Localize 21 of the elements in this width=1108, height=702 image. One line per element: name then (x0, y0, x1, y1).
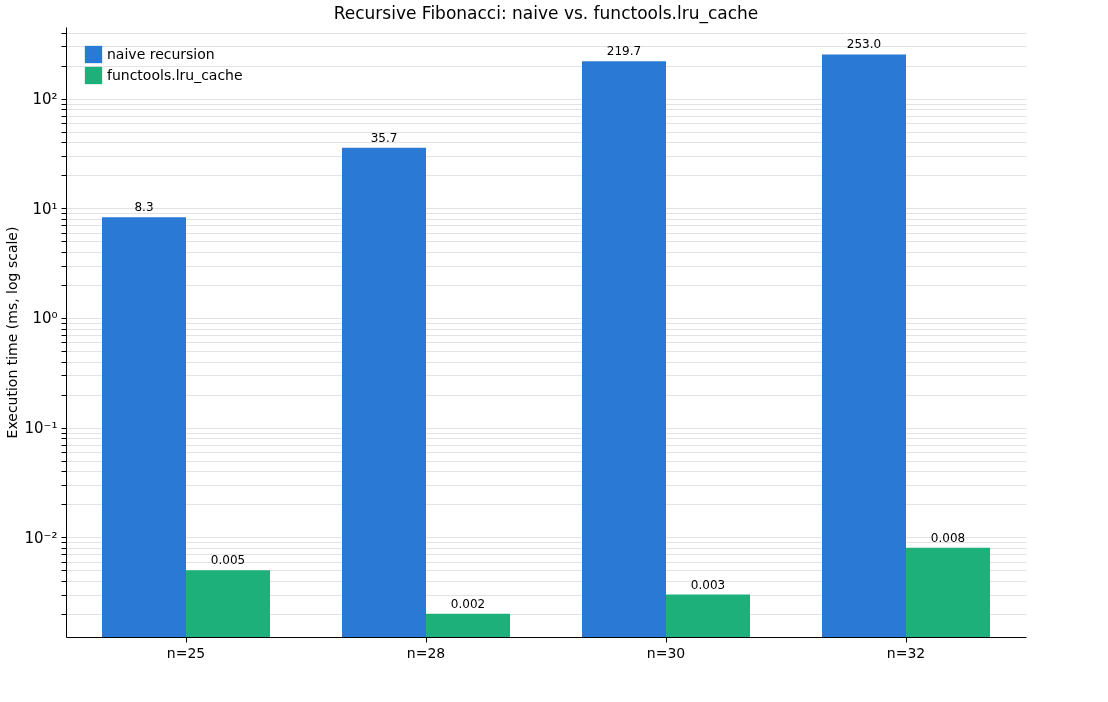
y-tick-label: 10² (32, 90, 58, 109)
x-tick-label: n=30 (646, 644, 686, 661)
x-tick-label: n=32 (886, 644, 926, 661)
data-label: 253.0 (846, 37, 882, 52)
y-tick-label: 10⁻¹ (24, 419, 58, 438)
data-label: 0.002 (450, 596, 486, 611)
data-label: 219.7 (606, 44, 642, 59)
data-label: 35.7 (370, 130, 398, 145)
y-tick-label: 10⁰ (32, 309, 58, 328)
data-label: 8.3 (134, 200, 154, 215)
y-tick-label: 10¹ (32, 199, 58, 218)
data-label: 0.005 (210, 553, 246, 568)
x-tick-label: n=28 (406, 644, 446, 661)
y-axis-title: Execution time (ms, log scale) (4, 226, 21, 439)
legend-label: naive recursion (107, 45, 215, 62)
chart-title: Recursive Fibonacci: naive vs. functools.lru_cache (333, 3, 759, 24)
x-tick-label: n=25 (166, 644, 206, 661)
data-label: 0.008 (930, 530, 966, 545)
legend-label: functools.lru_cache (107, 66, 243, 83)
data-label: 0.003 (690, 577, 726, 592)
y-tick-label: 10⁻² (24, 528, 58, 547)
